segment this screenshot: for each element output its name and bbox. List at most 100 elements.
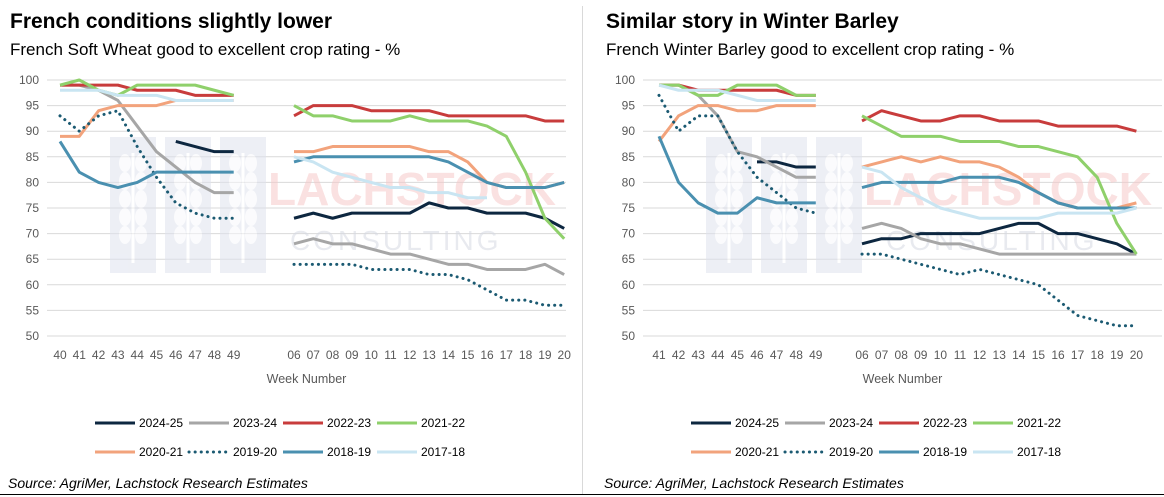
legend-label: 2021-22 <box>1017 416 1061 430</box>
x-tick-label: 49 <box>227 348 241 362</box>
x-axis-title: Week Number <box>863 372 943 386</box>
series-line-2019-20 <box>860 252 1138 328</box>
x-tick-label: 46 <box>169 348 183 362</box>
series-line-2024-25 <box>175 139 234 154</box>
legend-label: 2018-19 <box>327 445 371 459</box>
chart-subtitle: French Winter Barley good to excellent c… <box>606 40 1015 59</box>
x-tick-label: 20 <box>1130 348 1144 362</box>
series-line-2021-22 <box>293 104 566 240</box>
x-tick-label: 20 <box>558 348 572 362</box>
x-tick-label: 48 <box>790 348 804 362</box>
series-line-2019-20 <box>292 262 566 307</box>
x-tick-label: 14 <box>442 348 456 362</box>
legend-label: 2024-25 <box>735 416 779 430</box>
x-tick-label: 45 <box>150 348 164 362</box>
x-tick-label: 19 <box>538 348 552 362</box>
series-line-2024-25 <box>861 221 1138 256</box>
x-tick-label: 42 <box>672 348 686 362</box>
x-tick-label: 08 <box>326 348 340 362</box>
x-tick-label: 11 <box>384 348 397 362</box>
legend-label: 2017-18 <box>1017 445 1061 459</box>
chart-subtitle: French Soft Wheat good to excellent crop… <box>10 40 401 59</box>
x-tick-label: 47 <box>188 348 202 362</box>
series-line-2021-22 <box>59 78 235 97</box>
legend-label: 2019-20 <box>233 445 277 459</box>
x-tick-label: 12 <box>973 348 987 362</box>
y-tick-label: 55 <box>26 303 40 317</box>
x-axis-title: Week Number <box>267 372 347 386</box>
x-tick-label: 18 <box>519 348 533 362</box>
x-tick-label: 49 <box>809 348 823 362</box>
y-tick-label: 95 <box>26 99 40 113</box>
x-tick-label: 41 <box>73 348 87 362</box>
y-tick-label: 75 <box>26 201 40 215</box>
legend-label: 2022-23 <box>327 416 371 430</box>
y-tick-label: 100 <box>615 73 635 87</box>
x-tick-label: 17 <box>1071 348 1085 362</box>
winter-barley-chart-panel: Similar story in Winter Barley French Wi… <box>596 0 1164 497</box>
y-tick-label: 65 <box>622 252 636 266</box>
winter-barley-chart: 50556065707580859095100LACHSTOCKCONSULTI… <box>615 73 1162 459</box>
y-tick-label: 65 <box>26 252 40 266</box>
series-line-2022-23 <box>293 104 565 123</box>
series-line-2021-22 <box>659 83 816 97</box>
legend-label: 2020-21 <box>735 445 779 459</box>
x-tick-label: 17 <box>500 348 514 362</box>
x-tick-label: 06 <box>287 348 301 362</box>
series-line-2017-18 <box>60 88 234 102</box>
series-line-2024-25 <box>293 201 565 230</box>
legend-label: 2019-20 <box>829 445 873 459</box>
legend-label: 2020-21 <box>139 445 183 459</box>
legend-label: 2021-22 <box>421 416 465 430</box>
legend-label: 2024-25 <box>139 416 183 430</box>
y-tick-label: 75 <box>622 201 636 215</box>
x-tick-label: 09 <box>345 348 359 362</box>
x-tick-label: 13 <box>993 348 1007 362</box>
x-tick-label: 07 <box>307 348 321 362</box>
x-tick-label: 44 <box>711 348 725 362</box>
y-tick-label: 90 <box>622 124 636 138</box>
x-tick-label: 06 <box>855 348 869 362</box>
series-line-2018-19 <box>293 155 565 190</box>
series-line-2023-24 <box>293 237 565 276</box>
series-line-2022-23 <box>659 83 816 97</box>
x-tick-label: 15 <box>461 348 475 362</box>
series-line-2018-19 <box>58 140 234 190</box>
series-line-2023-24 <box>861 221 1137 256</box>
series-line-2017-18 <box>658 83 816 102</box>
x-tick-label: 07 <box>875 348 889 362</box>
x-tick-label: 08 <box>895 348 909 362</box>
y-tick-label: 90 <box>26 124 40 138</box>
soft-wheat-chart: 50556065707580859095100LACHSTOCKCONSULTI… <box>19 73 572 459</box>
series-line-2018-19 <box>861 175 1137 210</box>
x-tick-label: 42 <box>92 348 106 362</box>
legend-label: 2018-19 <box>923 445 967 459</box>
y-tick-label: 55 <box>622 303 636 317</box>
x-tick-label: 13 <box>422 348 436 362</box>
y-tick-label: 85 <box>26 150 40 164</box>
x-tick-label: 14 <box>1012 348 1026 362</box>
x-tick-label: 41 <box>652 348 666 362</box>
y-tick-label: 70 <box>26 227 40 241</box>
soft-wheat-chart-panel: French conditions slightly lower French … <box>0 0 572 497</box>
series-line-2017-18 <box>861 165 1137 220</box>
x-tick-label: 12 <box>403 348 417 362</box>
y-tick-label: 95 <box>622 99 636 113</box>
y-tick-label: 80 <box>26 175 40 189</box>
x-tick-label: 45 <box>731 348 745 362</box>
x-tick-label: 15 <box>1032 348 1046 362</box>
series-line-2017-18 <box>293 155 487 200</box>
series-line-2023-24 <box>60 83 234 195</box>
series-line-2019-20 <box>58 109 236 220</box>
x-tick-label: 09 <box>914 348 928 362</box>
y-tick-label: 50 <box>622 329 636 343</box>
y-tick-label: 85 <box>622 150 636 164</box>
series-line-2020-21 <box>657 104 816 143</box>
footer-rule <box>0 494 1164 495</box>
x-tick-label: 43 <box>692 348 706 362</box>
series-line-2018-19 <box>657 135 816 215</box>
series-line-2022-23 <box>861 109 1137 133</box>
x-tick-label: 10 <box>365 348 379 362</box>
x-tick-label: 11 <box>954 348 967 362</box>
